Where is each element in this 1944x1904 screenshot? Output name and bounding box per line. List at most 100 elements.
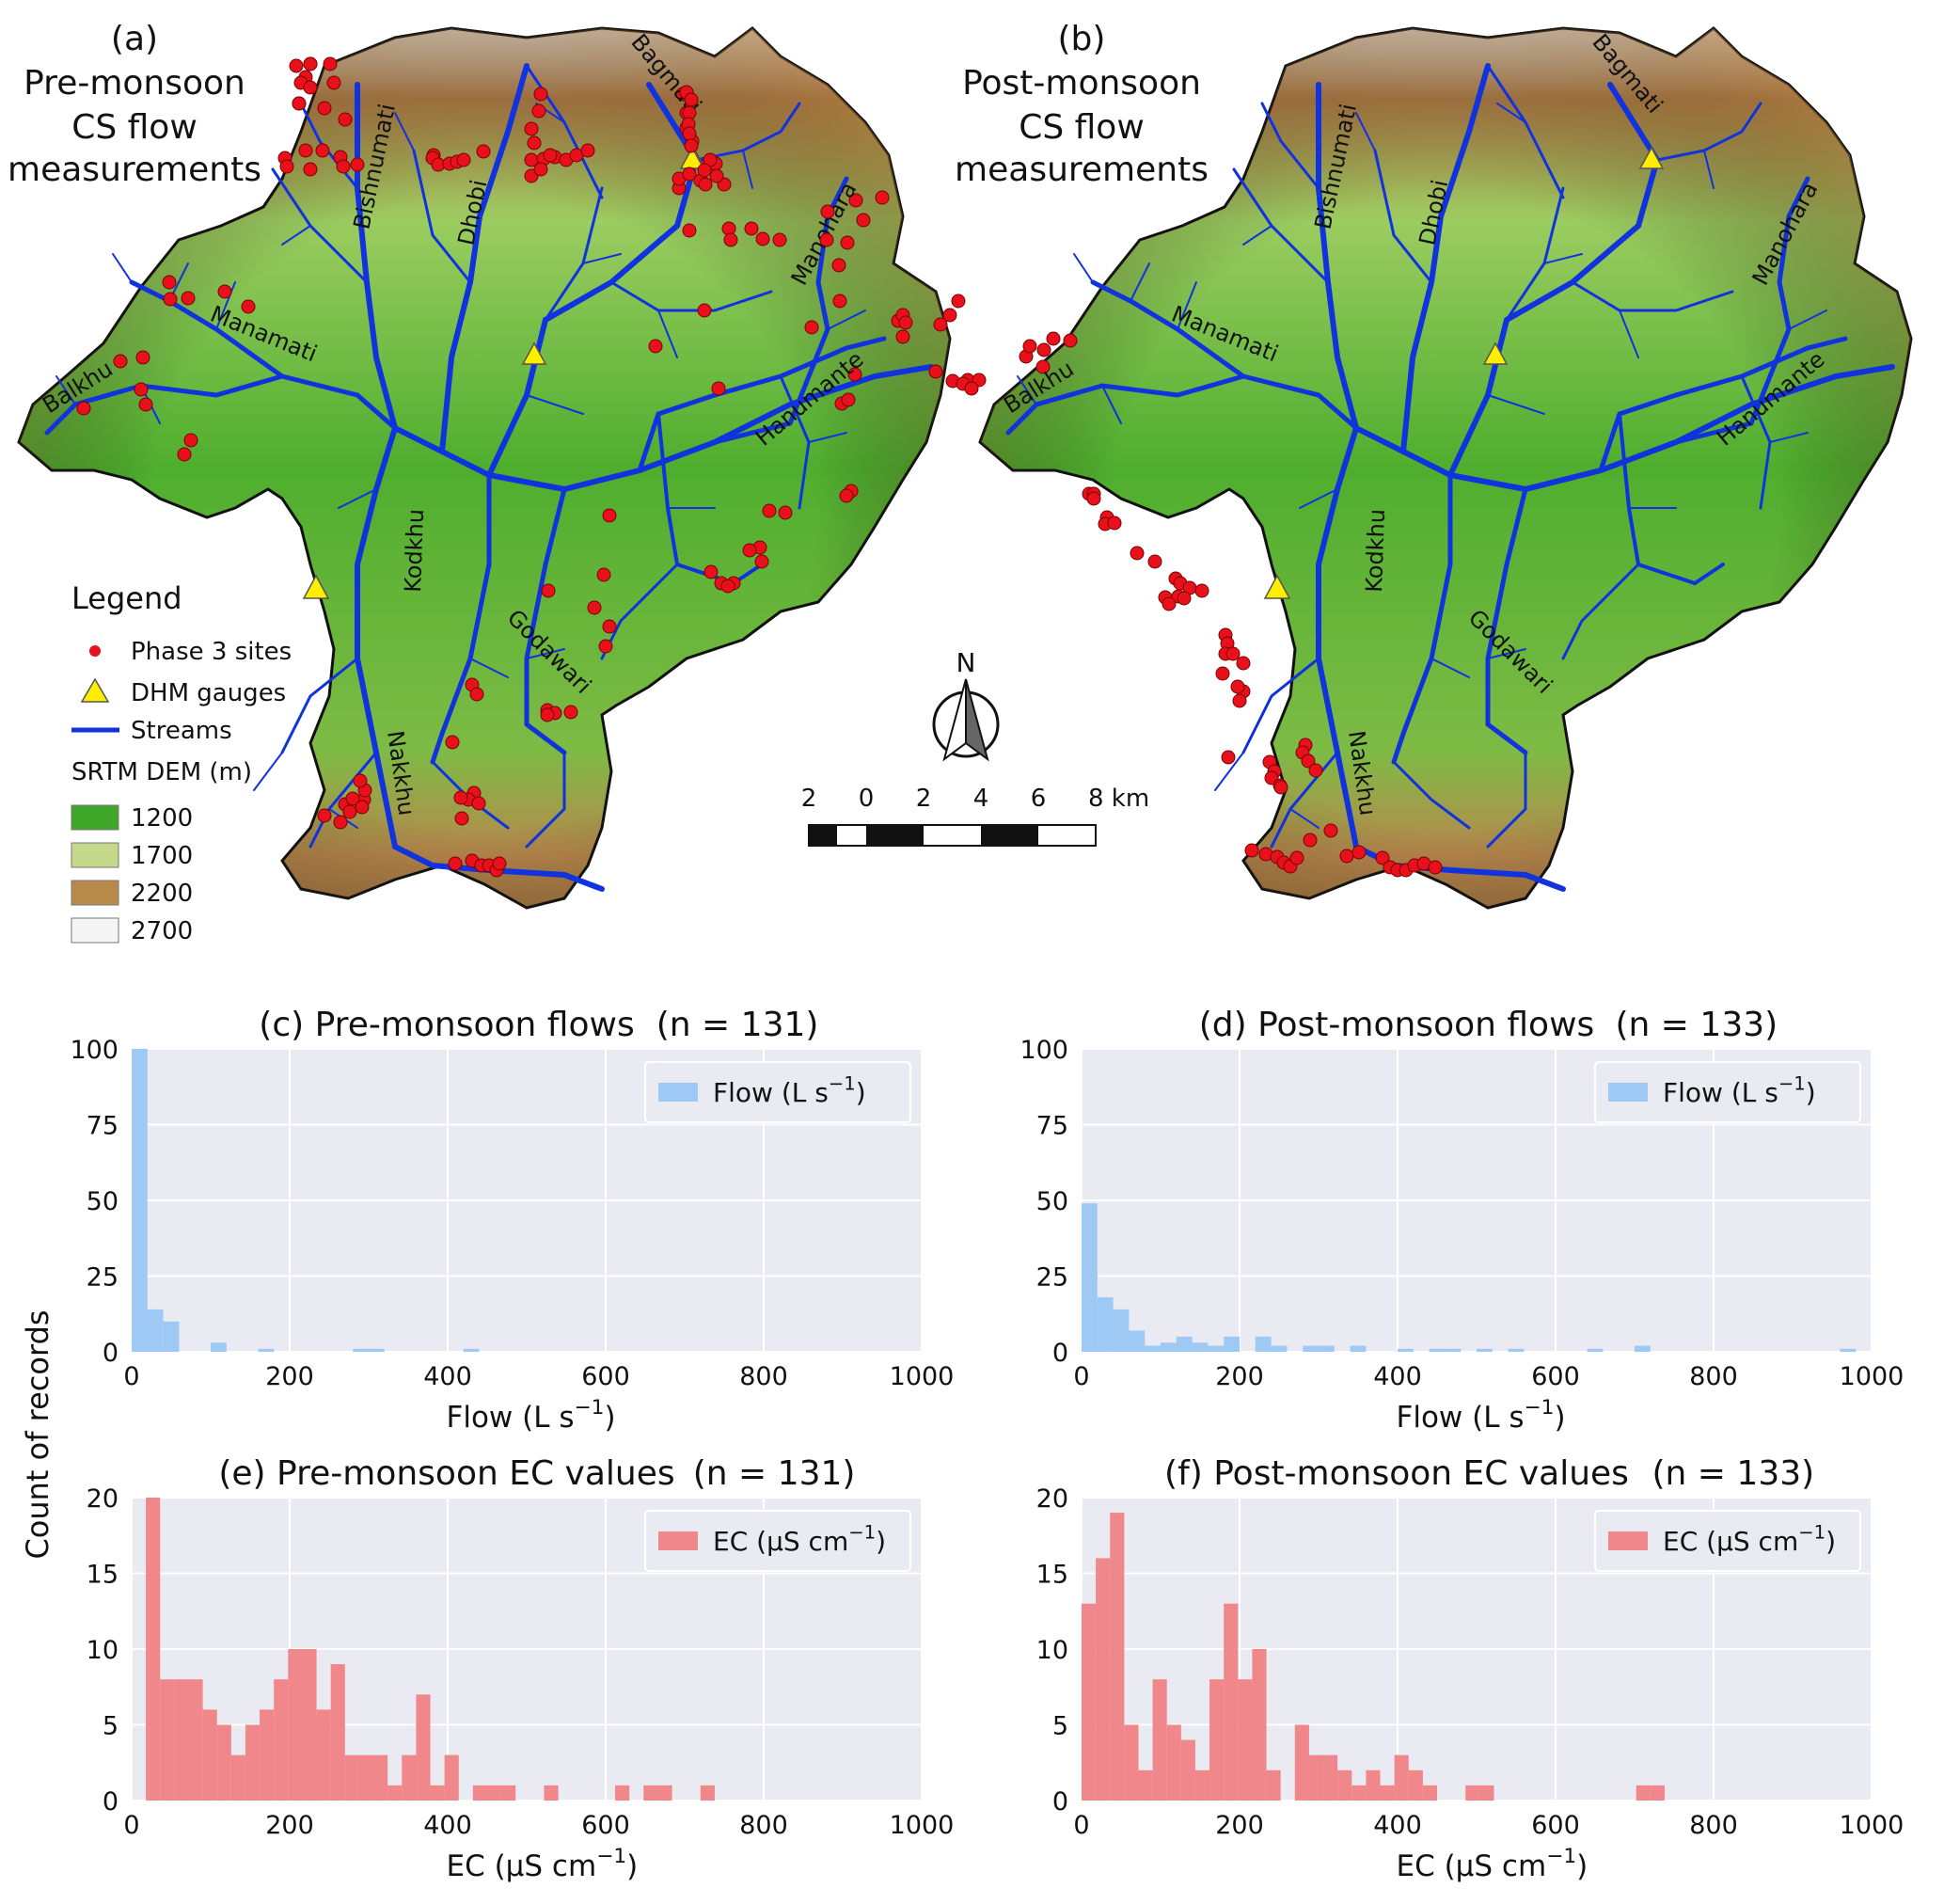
histogram-bar [1380,1785,1395,1801]
phase3-site-marker [454,811,469,826]
y-tick-label: 5 [1052,1712,1068,1741]
phase3-site-marker [563,705,578,720]
legend-label: EC (µS cm−1) [1663,1521,1836,1557]
chart-title-n: (n = 131) [693,1454,856,1493]
histogram-bar [1508,1348,1525,1352]
phase3-site-marker [602,619,617,634]
phase3-site-marker [1351,845,1367,860]
phase3-site-marker [1339,849,1354,864]
shared-y-axis-label: Count of records [20,1309,55,1559]
phase3-site-marker [292,96,307,111]
x-tick-label: 400 [423,1362,472,1391]
histogram-bar [1323,1754,1338,1801]
phase3-site-marker [598,639,613,654]
phase3-site-marker [841,392,856,407]
histogram-bar [260,1709,275,1801]
legend-box [1594,1510,1861,1572]
y-tick-label: 50 [87,1187,119,1216]
x-tick-label: 800 [739,1811,788,1840]
phase3-site-marker [964,381,979,396]
phase3-site-marker [448,856,463,871]
x-tick-label: 200 [1215,1362,1264,1391]
histogram-bar [1238,1679,1253,1801]
scale-label: 8 km [1088,785,1149,813]
chart-title: (f) Post-monsoon EC values [1164,1454,1629,1493]
histogram-bar [358,1754,374,1801]
phase3-site-marker [754,554,769,569]
phase3-site-marker [326,75,341,90]
phase3-site-marker [697,303,712,318]
phase3-site-marker [543,148,558,163]
histogram-bar [132,1049,148,1352]
phase3-site-marker [298,143,313,158]
phase3-site-marker [682,126,697,141]
phase3-site-marker [541,583,556,598]
histogram-bar [1209,1679,1225,1801]
phase3-site-marker [682,167,697,182]
map-title-line: CS flow [1019,108,1145,147]
histogram-bar [302,1649,317,1801]
histogram-bar [1271,1345,1288,1352]
dem-legend-swatch [71,917,119,944]
histogram-bar [1636,1785,1651,1801]
histogram-bar [1124,1724,1139,1801]
histogram-bar [1152,1679,1167,1801]
histogram-bar [387,1785,403,1801]
histogram-f: 0 200 400 600 800 1000 0 5 10 15 20 EC (µS cm−1) (f)… [1036,1454,1904,1883]
legend-site-symbol [89,645,101,657]
y-tick-label: 15 [87,1561,119,1590]
histogram-bar [230,1754,245,1801]
y-tick-label: 15 [1036,1561,1068,1590]
map-title-line: CS flow [71,108,198,147]
x-tick-label: 0 [123,1362,139,1391]
legend-title: Legend [71,580,182,616]
dhm-gauge-marker [1638,146,1665,169]
legend-label: Phase 3 sites [131,638,292,666]
map-letter: (a) [111,20,158,58]
phase3-site-marker [317,101,332,116]
x-tick-label: 400 [1373,1362,1422,1391]
histogram-bar [1113,1309,1130,1352]
phase3-site-marker [181,291,196,306]
x-tick-label: 1000 [1840,1362,1904,1391]
histogram-bar [353,1348,369,1352]
x-tick-label: 1000 [890,1811,955,1840]
phase3-site-marker [703,564,719,579]
phase3-site-marker [350,157,365,172]
phase3-site-marker [492,856,507,871]
histogram-bar [1308,1754,1324,1801]
histogram-bar [402,1754,417,1801]
phase3-site-marker [279,159,294,174]
phase3-site-marker [1086,491,1101,506]
phase3-site-marker [355,800,370,815]
histogram-bar [1351,1785,1367,1801]
histogram-bar [211,1342,227,1352]
scale-bar: 2 0 2 4 6 8 km [801,785,1149,847]
dem-legend-swatch [71,842,119,868]
north-arrow: N [932,647,1000,762]
phase3-site-marker [684,92,699,107]
histogram-bar [1224,1336,1240,1352]
scale-label: 6 [1031,785,1047,813]
dem-legend-label: 2200 [131,880,193,908]
histogram-bar [1319,1345,1335,1352]
phase3-site-marker [1035,359,1051,374]
phase3-site-marker [469,687,484,702]
phase3-site-marker [942,308,957,323]
y-tick-label: 25 [87,1263,119,1293]
phase3-site-marker [933,317,948,332]
histogram-bar [615,1785,630,1801]
phase3-site-marker [772,232,787,247]
histogram-bar [245,1724,261,1801]
phase3-site-marker [317,808,332,823]
x-tick-label: 600 [581,1362,630,1391]
phase3-site-marker [1046,331,1061,346]
phase3-site-marker [456,152,471,167]
y-tick-label: 0 [1052,1787,1068,1817]
phase3-site-marker [453,790,468,805]
river-label: Kodkhu [400,509,429,594]
phase3-site-marker [648,339,663,354]
histogram-bar [1294,1724,1309,1801]
histogram-bar [1465,1785,1480,1801]
phase3-site-marker [819,232,834,247]
